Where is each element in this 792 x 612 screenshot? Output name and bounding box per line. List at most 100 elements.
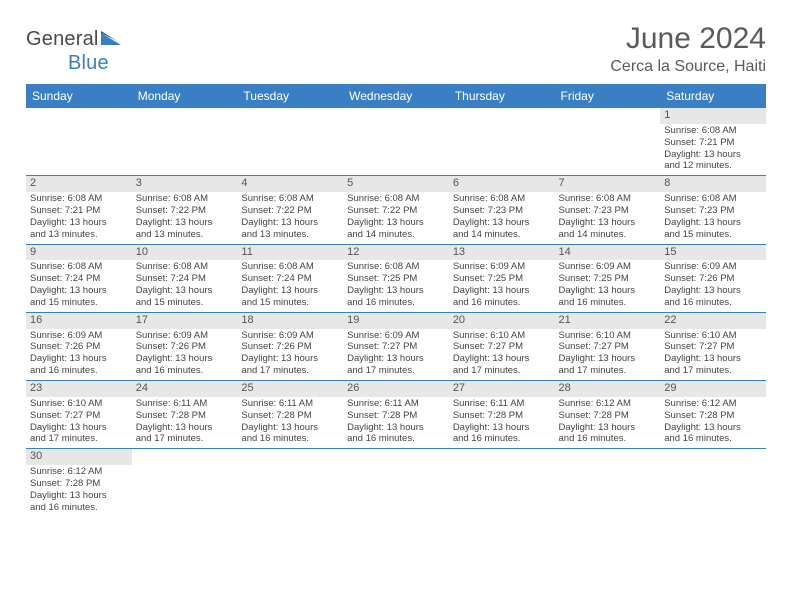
sunrise-text: Sunrise: 6:11 AM xyxy=(453,398,551,410)
sunrise-text: Sunrise: 6:09 AM xyxy=(559,261,657,273)
day-number: 15 xyxy=(660,245,766,261)
day-number: 27 xyxy=(449,381,555,397)
dayl1-text: Daylight: 13 hours xyxy=(559,422,657,434)
dayl1-text: Daylight: 13 hours xyxy=(664,217,762,229)
day-number: 19 xyxy=(343,313,449,329)
day-number: 2 xyxy=(26,176,132,192)
dayl2-text: and 17 minutes. xyxy=(559,365,657,377)
dayl2-text: and 16 minutes. xyxy=(30,365,128,377)
day-cell: 15Sunrise: 6:09 AMSunset: 7:26 PMDayligh… xyxy=(660,244,766,312)
dayl2-text: and 16 minutes. xyxy=(347,433,445,445)
day-cell: 2Sunrise: 6:08 AMSunset: 7:21 PMDaylight… xyxy=(26,176,132,244)
day-number: 13 xyxy=(449,245,555,261)
sunrise-text: Sunrise: 6:11 AM xyxy=(241,398,339,410)
dayl1-text: Daylight: 13 hours xyxy=(347,285,445,297)
dayl2-text: and 14 minutes. xyxy=(347,229,445,241)
sunrise-text: Sunrise: 6:08 AM xyxy=(559,193,657,205)
day-number: 4 xyxy=(237,176,343,192)
week-row: 16 Sunrise: 6:09 AM Sunset: 7:26 PM Dayligh… xyxy=(26,312,766,380)
dayl1-text: Daylight: 13 hours xyxy=(347,353,445,365)
dayl2-text: and 17 minutes. xyxy=(136,433,234,445)
day-number: 7 xyxy=(555,176,661,192)
sunrise-text: Sunrise: 6:11 AM xyxy=(347,398,445,410)
day-number: 9 xyxy=(26,245,132,261)
day-header: Tuesday xyxy=(237,84,343,108)
brand-name-b: Blue xyxy=(68,52,109,74)
dayl2-text: and 16 minutes. xyxy=(664,297,762,309)
dayl1-text: Daylight: 13 hours xyxy=(30,217,128,229)
day-cell: 5Sunrise: 6:08 AMSunset: 7:22 PMDaylight… xyxy=(343,176,449,244)
sunset-text: Sunset: 7:27 PM xyxy=(30,410,128,422)
day-number: 11 xyxy=(237,245,343,261)
dayl2-text: and 15 minutes. xyxy=(664,229,762,241)
dayl2-text: and 15 minutes. xyxy=(30,297,128,309)
day-number: 8 xyxy=(660,176,766,192)
dayl2-text: and 16 minutes. xyxy=(347,297,445,309)
dayl1-text: Daylight: 13 hours xyxy=(136,353,234,365)
dayl2-text: and 17 minutes. xyxy=(664,365,762,377)
dayl1-text: Daylight: 13 hours xyxy=(559,285,657,297)
dayl1-text: Daylight: 13 hours xyxy=(241,285,339,297)
day-cell: 25Sunrise: 6:11 AMSunset: 7:28 PMDayligh… xyxy=(237,381,343,449)
day-cell: 18Sunrise: 6:09 AMSunset: 7:26 PMDayligh… xyxy=(237,312,343,380)
dayl2-text: and 12 minutes. xyxy=(664,160,762,172)
sunset-text: Sunset: 7:24 PM xyxy=(30,273,128,285)
day-cell: 20Sunrise: 6:10 AMSunset: 7:27 PMDayligh… xyxy=(449,312,555,380)
sunset-text: Sunset: 7:28 PM xyxy=(559,410,657,422)
day-cell: 17Sunrise: 6:09 AMSunset: 7:26 PMDayligh… xyxy=(132,312,238,380)
sunrise-text: Sunrise: 6:10 AM xyxy=(664,330,762,342)
dayl1-text: Daylight: 13 hours xyxy=(664,285,762,297)
sunset-text: Sunset: 7:28 PM xyxy=(347,410,445,422)
sunset-text: Sunset: 7:25 PM xyxy=(559,273,657,285)
brand-logo: GeneralBlue xyxy=(26,28,123,75)
day-cell: 13Sunrise: 6:09 AMSunset: 7:25 PMDayligh… xyxy=(449,244,555,312)
day-cell: 4Sunrise: 6:08 AMSunset: 7:22 PMDaylight… xyxy=(237,176,343,244)
dayl2-text: and 16 minutes. xyxy=(453,433,551,445)
day-cell: 7Sunrise: 6:08 AMSunset: 7:23 PMDaylight… xyxy=(555,176,661,244)
dayl2-text: and 17 minutes. xyxy=(241,365,339,377)
sunrise-text: Sunrise: 6:08 AM xyxy=(136,261,234,273)
day-cell xyxy=(237,108,343,176)
day-number: 30 xyxy=(26,449,132,465)
day-number: 10 xyxy=(132,245,238,261)
day-cell xyxy=(237,449,343,517)
dayl1-text: Daylight: 13 hours xyxy=(664,149,762,161)
sunset-text: Sunset: 7:25 PM xyxy=(453,273,551,285)
day-number: 22 xyxy=(660,313,766,329)
dayl1-text: Daylight: 13 hours xyxy=(30,422,128,434)
sunrise-text: Sunrise: 6:11 AM xyxy=(136,398,234,410)
dayl2-text: and 17 minutes. xyxy=(453,365,551,377)
sunrise-text: Sunrise: 6:08 AM xyxy=(453,193,551,205)
sunset-text: Sunset: 7:27 PM xyxy=(453,341,551,353)
sunrise-text: Sunrise: 6:08 AM xyxy=(664,193,762,205)
day-number: 25 xyxy=(237,381,343,397)
sunrise-text: Sunrise: 6:09 AM xyxy=(347,330,445,342)
day-cell: 26Sunrise: 6:11 AMSunset: 7:28 PMDayligh… xyxy=(343,381,449,449)
dayl1-text: Daylight: 13 hours xyxy=(453,285,551,297)
dayl1-text: Daylight: 13 hours xyxy=(241,422,339,434)
dayl2-text: and 15 minutes. xyxy=(241,297,339,309)
day-cell: 8Sunrise: 6:08 AMSunset: 7:23 PMDaylight… xyxy=(660,176,766,244)
dayl2-text: and 17 minutes. xyxy=(30,433,128,445)
dayl2-text: and 14 minutes. xyxy=(453,229,551,241)
dayl2-text: and 16 minutes. xyxy=(453,297,551,309)
sunrise-text: Sunrise: 6:10 AM xyxy=(559,330,657,342)
day-cell: 3Sunrise: 6:08 AMSunset: 7:22 PMDaylight… xyxy=(132,176,238,244)
day-cell: 9Sunrise: 6:08 AMSunset: 7:24 PMDaylight… xyxy=(26,244,132,312)
sunset-text: Sunset: 7:27 PM xyxy=(559,341,657,353)
day-number: 16 xyxy=(26,313,132,329)
sunset-text: Sunset: 7:26 PM xyxy=(241,341,339,353)
sunrise-text: Sunrise: 6:09 AM xyxy=(664,261,762,273)
dayl1-text: Daylight: 13 hours xyxy=(30,353,128,365)
day-cell: 27Sunrise: 6:11 AMSunset: 7:28 PMDayligh… xyxy=(449,381,555,449)
sunrise-text: Sunrise: 6:08 AM xyxy=(241,261,339,273)
sunset-text: Sunset: 7:28 PM xyxy=(241,410,339,422)
dayl1-text: Daylight: 13 hours xyxy=(559,217,657,229)
day-number: 12 xyxy=(343,245,449,261)
sunrise-text: Sunrise: 6:10 AM xyxy=(453,330,551,342)
sunrise-text: Sunrise: 6:08 AM xyxy=(347,261,445,273)
dayl2-text: and 16 minutes. xyxy=(559,297,657,309)
day-number: 28 xyxy=(555,381,661,397)
day-cell: 11Sunrise: 6:08 AMSunset: 7:24 PMDayligh… xyxy=(237,244,343,312)
dayl2-text: and 16 minutes. xyxy=(559,433,657,445)
